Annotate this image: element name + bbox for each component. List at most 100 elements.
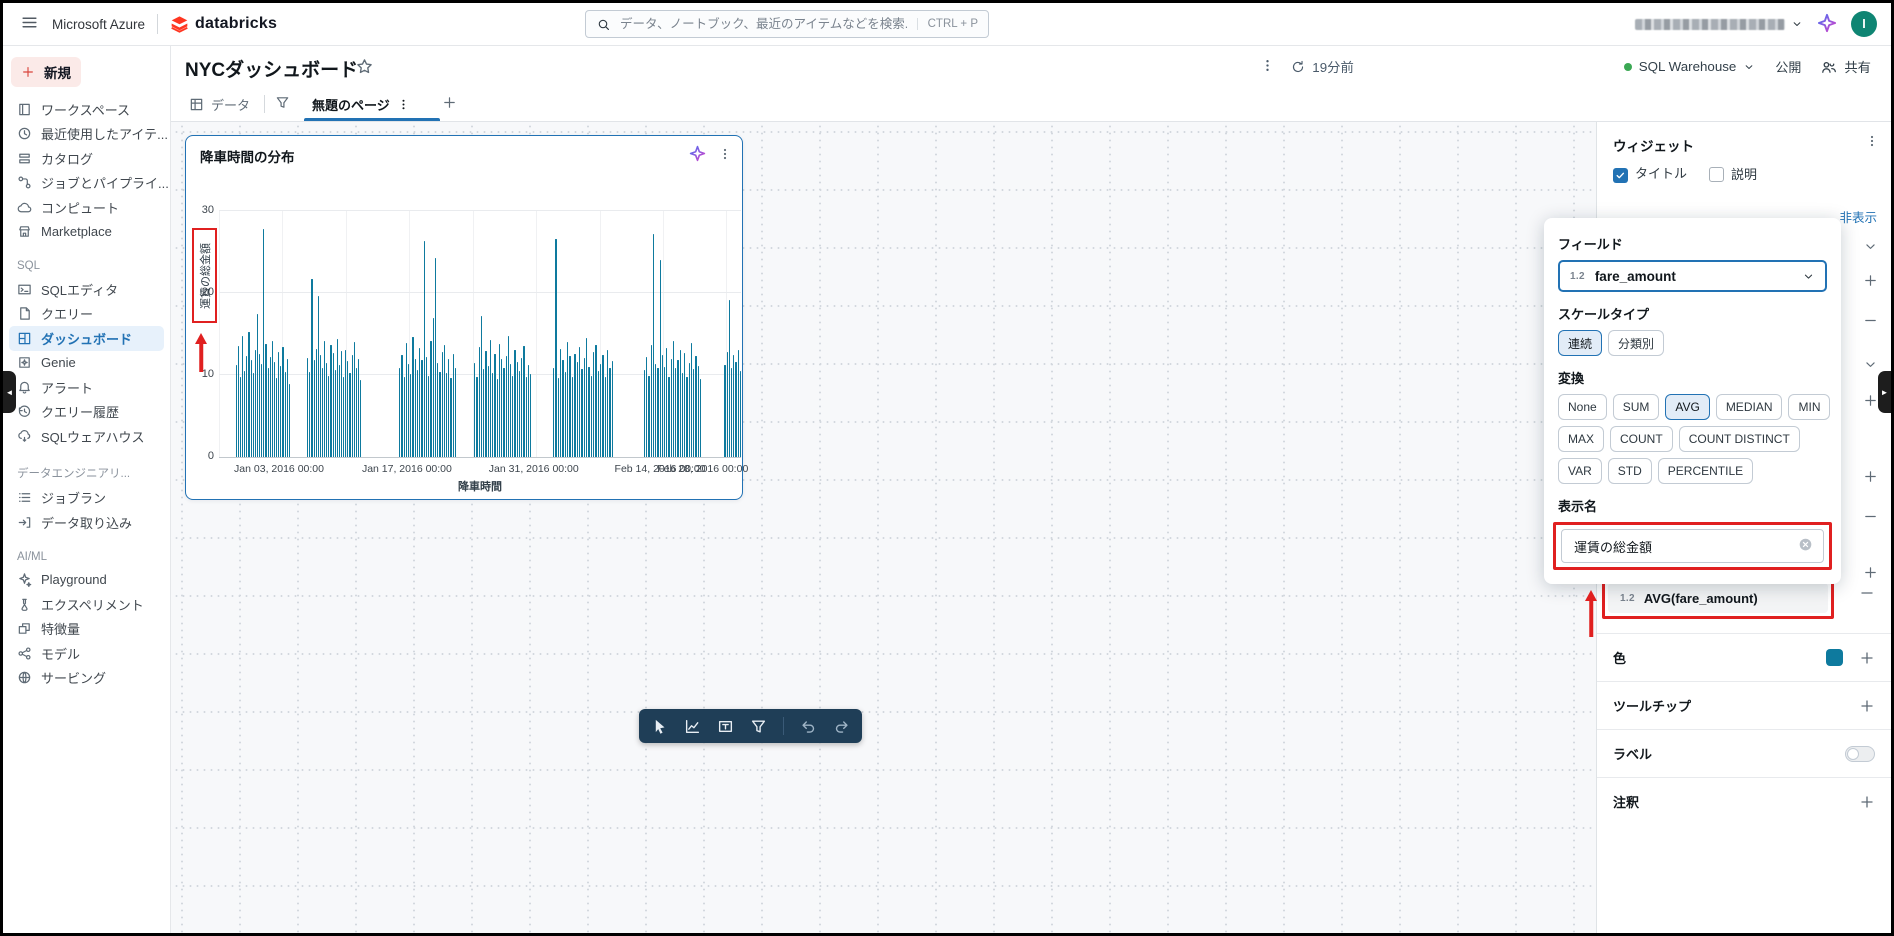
sidebar-item-dashboard[interactable]: ダッシュボード: [9, 326, 164, 351]
sidebar-item-doc[interactable]: クエリー: [9, 302, 164, 327]
description-checkbox[interactable]: 説明: [1709, 164, 1757, 183]
share-button[interactable]: 共有: [1821, 57, 1871, 76]
tab-untitled-page[interactable]: 無題のページ: [304, 87, 440, 121]
databricks-logo[interactable]: databricks: [170, 15, 277, 34]
bar: [670, 358, 672, 457]
add-filter-tool-button[interactable]: [750, 718, 767, 735]
transform-option-max[interactable]: MAX: [1558, 426, 1605, 452]
transform-option-none[interactable]: None: [1558, 394, 1607, 420]
scale-option-categorical[interactable]: 分類別: [1608, 330, 1665, 356]
sidebar-item-history[interactable]: クエリー履歴: [9, 400, 164, 425]
transform-option-median[interactable]: MEDIAN: [1715, 394, 1783, 420]
minus-icon[interactable]: [1863, 509, 1878, 529]
sidebar-collapse-handle[interactable]: ◄: [3, 371, 16, 413]
color-swatch[interactable]: [1826, 649, 1843, 666]
panel-collapse-handle[interactable]: ►: [1878, 371, 1891, 413]
plus-icon[interactable]: [1863, 273, 1878, 293]
sidebar-item-cloud[interactable]: コンピュート: [9, 195, 164, 220]
transform-option-percentile[interactable]: PERCENTILE: [1657, 458, 1754, 484]
dashboard-canvas[interactable]: 降車時間の分布 0 10 20 30 Jan 03, 2016 00:00 Jan 17,…: [171, 121, 1602, 933]
workspace-icon: [19, 103, 30, 116]
sidebar-item-catalog[interactable]: カタログ: [9, 146, 164, 171]
bar: [439, 371, 441, 457]
select-tool-button[interactable]: [651, 718, 668, 735]
field-select[interactable]: 1.2 fare_amount: [1558, 260, 1827, 292]
plus-icon[interactable]: [1863, 469, 1878, 489]
page-filter-button[interactable]: [275, 95, 290, 113]
display-name-field[interactable]: [1561, 529, 1824, 563]
transform-option-sum[interactable]: SUM: [1612, 394, 1660, 420]
plus-icon[interactable]: [1863, 565, 1878, 585]
chevron-down-icon[interactable]: [1863, 357, 1878, 377]
sidebar-item-workspace[interactable]: ワークスペース: [9, 97, 164, 122]
chart-widget[interactable]: 降車時間の分布 0 10 20 30 Jan 03, 2016 00:00 Jan 17,…: [185, 135, 748, 500]
avg-fare-amount-chip[interactable]: 1.2 AVG(fare_amount): [1608, 583, 1828, 613]
minus-icon[interactable]: [1863, 313, 1878, 333]
display-name-input[interactable]: [1572, 537, 1790, 555]
sidebar-item-sparkle[interactable]: Playground: [9, 568, 164, 593]
transform-option-var[interactable]: VAR: [1558, 458, 1602, 484]
sidebar-item-label: サービング: [41, 671, 107, 687]
global-search[interactable]: CTRL + P: [585, 10, 989, 38]
transform-option-count-distinct[interactable]: COUNT DISTINCT: [1678, 426, 1800, 452]
workspace-selector[interactable]: [1635, 18, 1803, 30]
hamburger-menu-button[interactable]: [21, 14, 38, 34]
sidebar-item-warehouse[interactable]: SQLウェアハウス: [9, 424, 164, 449]
sidebar-item-bell[interactable]: アラート: [9, 375, 164, 400]
header-kebab-button[interactable]: [1260, 58, 1275, 76]
sidebar-item-list[interactable]: ジョブラン: [9, 486, 164, 511]
add-textbox-tool-button[interactable]: [717, 718, 734, 735]
new-button[interactable]: 新規: [11, 57, 81, 87]
transform-option-count[interactable]: COUNT: [1610, 426, 1673, 452]
plus-icon[interactable]: [1859, 650, 1875, 666]
sidebar-item-cubes[interactable]: 特徴量: [9, 617, 164, 642]
add-page-button[interactable]: [442, 95, 457, 113]
hide-link[interactable]: 非表示: [1839, 207, 1877, 226]
transform-option-std[interactable]: STD: [1607, 458, 1652, 484]
clear-input-button[interactable]: [1798, 537, 1813, 555]
widget-assistant-button[interactable]: [689, 145, 706, 165]
plus-icon[interactable]: [1863, 393, 1878, 413]
sidebar-item-nodes[interactable]: モデル: [9, 641, 164, 666]
publish-button[interactable]: 公開: [1775, 57, 1801, 76]
transform-option-min[interactable]: MIN: [1788, 394, 1831, 420]
sidebar-item-label: SQLエディタ: [41, 282, 119, 298]
tab-data[interactable]: データ: [185, 87, 254, 121]
sidebar-item-ingest[interactable]: データ取り込み: [9, 510, 164, 535]
sidebar-item-label: ワークスペース: [41, 102, 131, 118]
bar: [588, 366, 590, 457]
sidebar-item-clock[interactable]: 最近使用したアイテ...: [9, 122, 168, 147]
bar: [343, 376, 345, 457]
bar: [269, 356, 271, 457]
refresh-button[interactable]: 19分前: [1291, 57, 1354, 76]
plus-icon[interactable]: [1859, 698, 1875, 714]
sidebar-item-genie[interactable]: Genie: [9, 351, 164, 376]
chevron-down-icon[interactable]: [1863, 239, 1878, 259]
warehouse-selector[interactable]: SQL Warehouse: [1623, 59, 1756, 74]
sidebar-item-serving[interactable]: サービング: [9, 666, 164, 691]
bar: [261, 363, 263, 457]
sidebar-item-store[interactable]: Marketplace: [9, 220, 164, 245]
redo-button[interactable]: [833, 718, 850, 735]
widget-kebab-button[interactable]: [718, 147, 732, 164]
undo-button[interactable]: [800, 718, 817, 735]
label-toggle[interactable]: [1845, 745, 1875, 762]
sidebar-item-flask[interactable]: エクスペリメント: [9, 592, 164, 617]
share-label: 共有: [1844, 60, 1871, 75]
scale-option-continuous[interactable]: 連続: [1558, 330, 1603, 356]
search-input[interactable]: [618, 16, 909, 32]
assistant-button[interactable]: [1817, 13, 1837, 36]
nodes-icon: [18, 647, 31, 660]
remove-field-button[interactable]: [1859, 585, 1875, 604]
add-visualization-tool-button[interactable]: [684, 718, 701, 735]
sidebar-item-terminal[interactable]: SQLエディタ: [9, 277, 164, 302]
title-checkbox[interactable]: タイトル: [1613, 163, 1687, 183]
transform-option-avg[interactable]: AVG: [1665, 394, 1710, 420]
panel-kebab-button[interactable]: [1865, 134, 1879, 151]
plus-icon[interactable]: [1859, 794, 1875, 810]
refresh-age: 19分前: [1312, 60, 1354, 75]
sidebar-item-flow[interactable]: ジョブとパイプライ...: [9, 171, 169, 196]
field-config-popup: フィールド 1.2 fare_amount スケールタイプ 連続 分類別 変換 N…: [1544, 218, 1841, 637]
favorite-star-button[interactable]: [356, 58, 373, 78]
user-avatar[interactable]: I: [1851, 11, 1877, 37]
